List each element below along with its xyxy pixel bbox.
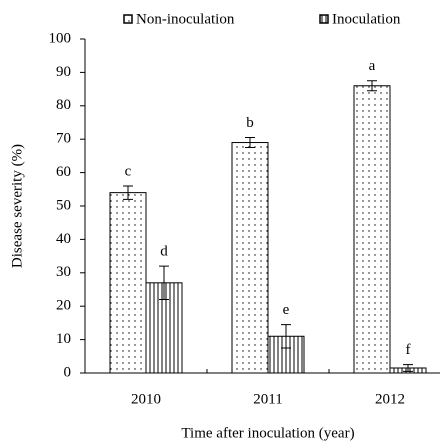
error-bar: [367, 80, 377, 92]
y-axis-label: Disease severity (%): [9, 144, 25, 268]
legend-swatch: [319, 14, 329, 24]
y-tick-label: 50: [56, 197, 71, 213]
bar: [109, 192, 147, 374]
y-tick-label: 60: [56, 164, 71, 180]
error-bar: [281, 324, 291, 349]
error-bar: [403, 364, 413, 372]
bar: [353, 85, 391, 374]
significance-label: b: [246, 115, 254, 131]
x-tick-label: 2010: [131, 391, 161, 407]
y-tick-label: 0: [64, 364, 72, 380]
y-tick-label: 70: [56, 131, 71, 147]
x-tick-label: 2011: [253, 391, 282, 407]
y-tick-label: 100: [49, 30, 72, 46]
y-tick-label: 80: [56, 97, 71, 113]
legend-label: Inoculation: [332, 11, 401, 27]
error-bar: [245, 137, 255, 149]
significance-label: e: [283, 302, 290, 318]
x-tick-label: 2012: [375, 391, 405, 407]
error-bar: [123, 185, 133, 200]
y-tick-label: 30: [56, 264, 71, 280]
significance-label: c: [125, 163, 132, 179]
y-tick-label: 40: [56, 231, 71, 247]
y-tick-label: 20: [56, 298, 71, 314]
y-tick-label: 90: [56, 64, 71, 80]
legend-label: Non-inoculation: [136, 11, 235, 27]
legend-swatch: [123, 14, 133, 24]
error-bar: [159, 265, 169, 301]
y-tick-label: 10: [56, 331, 71, 347]
significance-label: a: [369, 58, 376, 74]
significance-label: d: [160, 244, 168, 260]
x-axis-label: Time after inoculation (year): [181, 425, 354, 441]
bar: [231, 142, 269, 374]
significance-label: f: [406, 342, 411, 358]
